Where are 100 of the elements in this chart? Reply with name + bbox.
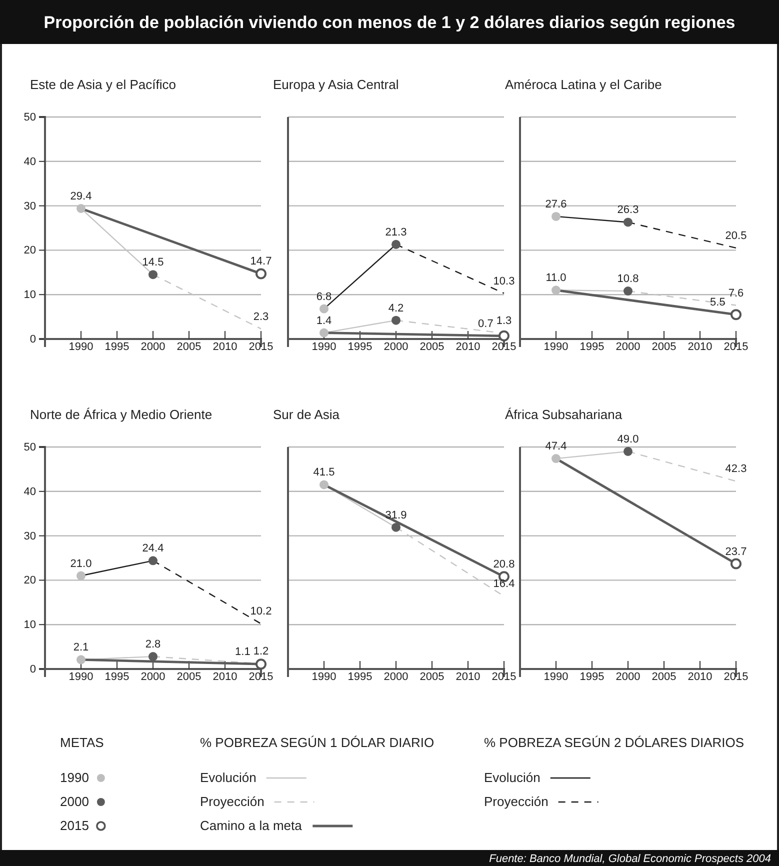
data-label: 10.3 xyxy=(493,275,515,288)
data-label: 47.4 xyxy=(545,440,567,453)
point xyxy=(623,218,633,227)
data-label: 16.4 xyxy=(493,578,515,590)
point xyxy=(76,655,86,664)
data-label: 5.5 xyxy=(710,296,726,309)
data-label: 14.5 xyxy=(142,256,164,269)
legend-label: Proyección xyxy=(200,794,264,809)
data-label: 11.0 xyxy=(546,272,566,284)
legend-label: 2015 xyxy=(60,818,89,833)
x-tick-label: 2000 xyxy=(616,671,640,684)
chart-title: Améroca Latina y el Caribe xyxy=(505,77,662,92)
y-tick-label: 20 xyxy=(24,244,36,257)
y-tick-label: 10 xyxy=(24,619,36,632)
data-label: 1.3 xyxy=(496,315,512,328)
y-tick-label: 10 xyxy=(24,289,36,302)
chart-title: Este de Asia y el Pacífico xyxy=(30,77,176,92)
y-tick-label: 40 xyxy=(24,486,36,498)
x-tick-label: 1995 xyxy=(580,671,604,684)
data-label: 0.7 xyxy=(478,318,494,330)
x-tick-label: 1995 xyxy=(104,671,130,684)
chart-title: África Subsahariana xyxy=(505,407,623,422)
y-tick-label: 50 xyxy=(24,112,36,124)
data-label: 31.9 xyxy=(385,509,407,522)
x-tick-label: 2015 xyxy=(492,341,516,354)
point xyxy=(255,268,267,280)
data-label: 20.8 xyxy=(493,558,515,571)
y-tick-label: 30 xyxy=(24,530,36,542)
point xyxy=(498,330,510,342)
data-label: 29.4 xyxy=(70,190,92,202)
legend-label: Evolución xyxy=(484,770,540,785)
x-tick-label: 1995 xyxy=(104,341,130,354)
x-tick-label: 1995 xyxy=(348,341,372,354)
x-tick-label: 1990 xyxy=(312,341,336,354)
x-tick-label: 1990 xyxy=(68,341,94,354)
chart-title: Norte de África y Medio Oriente xyxy=(30,407,212,422)
point xyxy=(76,571,86,580)
point xyxy=(623,286,633,296)
point xyxy=(391,240,401,249)
text: % POBREZA SEGÚN 2 DÓLARES DIARIOS xyxy=(484,735,744,750)
data-label: 23.7 xyxy=(725,546,747,558)
point xyxy=(730,309,742,320)
x-tick-label: 2000 xyxy=(384,341,408,354)
data-label: 1.4 xyxy=(316,314,332,327)
data-label: 49.0 xyxy=(617,433,639,446)
data-label: 1.2 xyxy=(253,646,269,658)
y-tick-label: 0 xyxy=(30,664,36,676)
data-label: 42.3 xyxy=(725,463,747,476)
data-label: 2.1 xyxy=(73,642,89,654)
x-tick-label: 2005 xyxy=(420,671,444,684)
y-tick-label: 40 xyxy=(24,156,36,168)
x-tick-label: 2010 xyxy=(688,671,712,684)
x-tick-label: 2010 xyxy=(212,671,238,684)
point xyxy=(148,270,158,280)
x-tick-label: 2005 xyxy=(652,341,676,354)
data-label: 26.3 xyxy=(617,204,639,216)
data-label: 4.2 xyxy=(388,302,404,314)
data-label: 10.8 xyxy=(617,273,639,286)
point xyxy=(76,204,86,213)
x-tick-label: 2005 xyxy=(420,341,444,354)
legend-label: Proyección xyxy=(484,794,548,809)
x-tick-label: 2000 xyxy=(140,341,166,354)
data-label: 7.6 xyxy=(728,287,744,300)
point xyxy=(255,658,267,670)
x-tick-label: 1990 xyxy=(544,671,568,684)
data-label: 21.0 xyxy=(70,558,92,570)
x-tick-label: 2015 xyxy=(724,671,748,684)
y-tick-label: 20 xyxy=(24,574,36,587)
x-tick-label: 2015 xyxy=(724,341,748,354)
x-tick-label: 1990 xyxy=(68,671,94,684)
x-tick-label: 2010 xyxy=(456,341,480,354)
point xyxy=(319,304,329,314)
x-tick-label: 1990 xyxy=(312,671,336,684)
x-tick-label: 2005 xyxy=(176,671,202,684)
data-label: 41.5 xyxy=(313,466,335,479)
data-label: 1.1 xyxy=(235,646,250,658)
chart-title: Sur de Asia xyxy=(273,407,340,422)
data-label: 14.7 xyxy=(250,256,272,268)
x-tick-label: 2015 xyxy=(248,341,274,354)
legend-label: Evolución xyxy=(200,770,256,785)
x-tick-label: 2000 xyxy=(140,671,166,684)
x-tick-label: 1990 xyxy=(544,341,568,354)
x-tick-label: 2005 xyxy=(652,671,676,684)
x-tick-label: 2010 xyxy=(456,671,480,684)
x-tick-label: 2010 xyxy=(212,341,238,354)
x-tick-label: 2000 xyxy=(384,671,408,684)
data-label: 21.3 xyxy=(385,226,407,238)
data-label: 2.3 xyxy=(253,310,269,323)
legend-label: 2000 xyxy=(60,794,89,809)
x-tick-label: 2005 xyxy=(176,341,202,354)
data-label: 6.8 xyxy=(316,290,332,303)
point xyxy=(391,316,401,325)
x-tick-label: 1995 xyxy=(348,671,372,684)
source-note: Fuente: Banco Mundial, Global Economic Prospects 2004 xyxy=(489,853,771,865)
y-tick-label: 50 xyxy=(24,442,36,454)
legend-label: Camino a la meta xyxy=(200,818,303,833)
y-tick-label: 30 xyxy=(24,200,36,212)
point xyxy=(551,286,561,295)
legend-label: 1990 xyxy=(60,770,89,785)
text: % POBREZA SEGÚN 1 DÓLAR DIARIO xyxy=(200,735,434,750)
